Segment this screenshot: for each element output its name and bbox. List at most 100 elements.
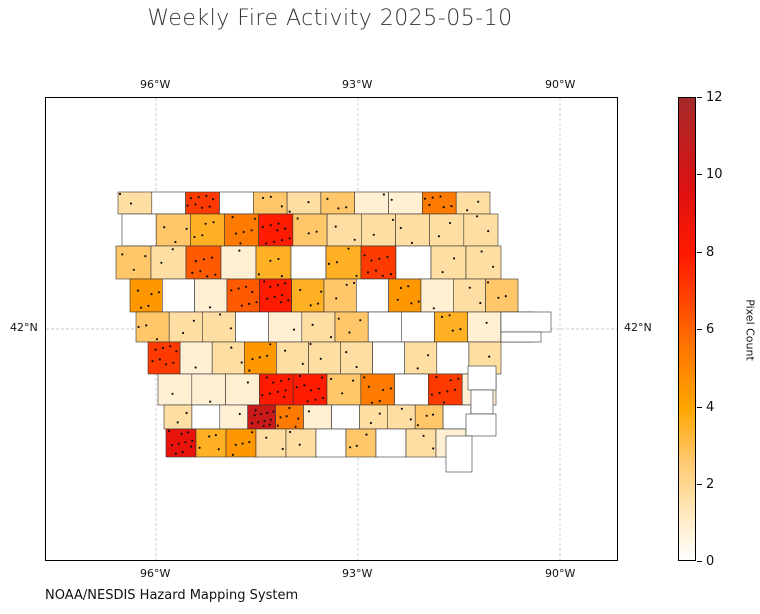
fire-detection-dot (154, 348, 157, 351)
colorbar-tick (697, 329, 702, 330)
right-tick-42n: 42°N (624, 321, 652, 334)
fire-detection-dot (479, 301, 482, 305)
county-cell (360, 373, 395, 406)
fire-detection-dot (355, 274, 358, 277)
fire-detection-dot (160, 261, 163, 264)
fire-detection-dot (317, 387, 320, 390)
fire-detection-dot (268, 392, 272, 395)
fire-detection-dot (347, 247, 350, 250)
fire-detection-dot (276, 284, 279, 287)
county-cell (422, 191, 457, 215)
fire-detection-dot (136, 289, 140, 292)
fire-detection-dot (355, 444, 358, 447)
fire-detection-dot (410, 302, 413, 305)
fire-detection-dot (266, 297, 269, 300)
county-cell (500, 311, 552, 333)
fire-detection-dot (345, 206, 348, 209)
fire-detection-dot (297, 417, 300, 420)
fire-detection-dot (198, 446, 201, 449)
fire-detection-dot (157, 291, 160, 294)
fire-detection-dot (504, 295, 507, 298)
fire-detection-dot (307, 201, 310, 204)
fire-detection-dot (378, 257, 381, 260)
county-cell (195, 428, 227, 458)
county-cell (292, 373, 328, 406)
county-cell (372, 341, 406, 375)
fire-detection-dot (320, 376, 324, 379)
fire-detection-dot (296, 217, 299, 220)
county-cell (286, 191, 322, 215)
fire-detection-dot (161, 346, 164, 349)
fire-detection-dot (288, 406, 291, 410)
fire-detection-dot (315, 230, 318, 233)
fire-detection-dot (181, 451, 184, 454)
fire-detection-dot (309, 304, 312, 307)
fire-detection-dot (265, 376, 268, 379)
fire-detection-dot (287, 299, 290, 302)
fire-detection-dot (242, 230, 245, 234)
fire-detection-dot (276, 229, 279, 232)
fire-detection-dot (208, 306, 212, 309)
fire-detection-dot (257, 273, 260, 276)
fire-detection-dot (428, 203, 431, 207)
county-cell (323, 278, 357, 313)
fire-detection-dot (248, 302, 251, 305)
county-cell (360, 213, 396, 247)
county-cell (326, 213, 362, 247)
fire-detection-dot (459, 328, 462, 331)
source-credit: NOAA/NESDIS Hazard Mapping System (45, 588, 299, 603)
fire-detection-dot (352, 379, 355, 382)
fire-detection-dot (200, 206, 203, 209)
fire-detection-dot (334, 225, 337, 228)
fire-detection-dot (416, 367, 419, 370)
fire-detection-dot (187, 431, 190, 434)
county-cell (320, 191, 355, 215)
fire-detection-dot (231, 216, 234, 219)
county-cell (135, 311, 170, 343)
fire-detection-dot (251, 290, 254, 294)
county-cell (226, 278, 260, 313)
fire-detection-dot (399, 226, 402, 230)
county-cell (220, 245, 257, 280)
fire-detection-dot (201, 234, 204, 237)
fire-detection-dot (425, 414, 428, 417)
fire-detection-dot (280, 294, 284, 297)
fire-detection-dot (269, 195, 272, 198)
fire-detection-dot (284, 349, 287, 352)
fire-detection-dot (427, 354, 430, 357)
fire-detection-dot (284, 389, 287, 392)
county-cell (405, 428, 437, 458)
fire-detection-dot (306, 400, 309, 403)
county-cell (202, 311, 236, 343)
fire-detection-dot (234, 232, 237, 235)
county-cell (334, 311, 369, 343)
county-cell (179, 341, 213, 375)
fire-detection-dot (457, 377, 460, 380)
fire-detection-dot (468, 286, 471, 289)
fire-detection-dot (189, 197, 192, 200)
fire-detection-dot (266, 411, 269, 414)
fire-detection-dot (382, 388, 385, 392)
county-cell (355, 278, 389, 313)
top-tick-96w: 96°W (140, 78, 171, 91)
fire-detection-dot (314, 398, 317, 401)
fire-detection-dot (208, 435, 211, 438)
county-cell (219, 404, 249, 430)
county-cell (420, 278, 454, 313)
fire-detection-dot (345, 351, 348, 354)
fire-detection-dot (190, 445, 193, 448)
fire-detection-dot (309, 389, 313, 392)
fire-detection-dot (172, 361, 175, 364)
fire-detection-dot (164, 363, 168, 366)
fire-detection-dot (238, 412, 241, 416)
fire-detection-dot (251, 431, 254, 434)
fire-detection-dot (175, 350, 178, 353)
fire-detection-dot (132, 268, 135, 271)
fire-detection-dot (422, 434, 425, 437)
fire-detection-dot (410, 241, 413, 244)
county-cell (395, 245, 432, 280)
fire-detection-dot (443, 401, 446, 404)
colorbar-label-2: 2 (706, 477, 715, 492)
fire-detection-dot (329, 336, 333, 339)
fire-detection-dot (311, 323, 314, 326)
